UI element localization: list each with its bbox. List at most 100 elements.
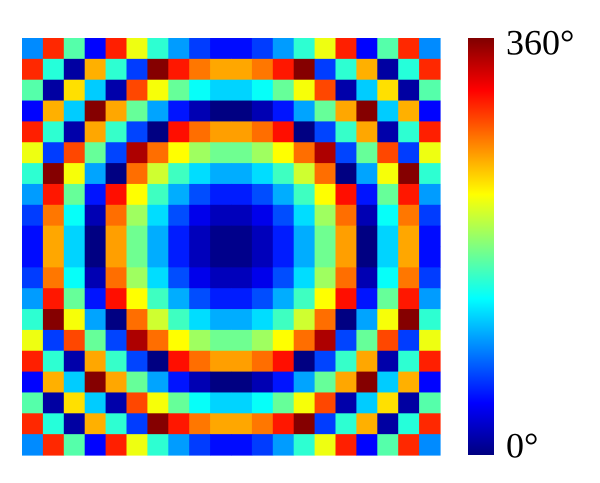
heatmap-cell [22, 413, 44, 435]
heatmap-cell [168, 371, 190, 394]
heatmap-cell [335, 225, 357, 248]
heatmap-cell [147, 350, 169, 373]
heatmap-cell [272, 371, 295, 394]
heatmap-cell [293, 100, 316, 122]
heatmap-cell [398, 163, 420, 185]
heatmap-cell [356, 163, 378, 185]
heatmap-cell [42, 142, 65, 164]
heatmap-cell [398, 246, 420, 268]
heatmap-cell [419, 434, 441, 456]
heatmap-cell [210, 100, 232, 122]
heatmap-cell [105, 288, 128, 310]
heatmap-cell [231, 38, 253, 60]
heatmap-cell [272, 288, 295, 310]
heatmap-cell [356, 225, 378, 248]
heatmap-cell [22, 121, 44, 143]
heatmap-cell [63, 100, 86, 122]
heatmap-cell [335, 183, 357, 206]
heatmap-cell [189, 38, 211, 60]
heatmap-cell [419, 204, 441, 227]
heatmap-cell [210, 267, 232, 289]
heatmap-cell [231, 79, 253, 102]
heatmap-cell [147, 329, 169, 352]
heatmap-cell [231, 58, 253, 81]
heatmap-cell [377, 392, 399, 414]
heatmap-cell [293, 204, 316, 227]
heatmap-cell [22, 371, 44, 394]
heatmap-cell [84, 434, 107, 456]
heatmap-cell [314, 38, 337, 60]
heatmap-cell [314, 434, 337, 456]
heatmap-cell [168, 183, 190, 206]
heatmap-cell [251, 121, 274, 143]
heatmap-cell [147, 392, 169, 414]
heatmap-cell [84, 246, 107, 268]
heatmap-cell [272, 142, 295, 164]
heatmap-cell [63, 350, 86, 373]
heatmap-cell [356, 288, 378, 310]
heatmap-cell [22, 309, 44, 331]
heatmap-cell [231, 100, 253, 122]
heatmap-cell [314, 100, 337, 122]
heatmap-cell [251, 434, 274, 456]
heatmap-cell [147, 204, 169, 227]
heatmap-cell [210, 392, 232, 414]
heatmap-cell [147, 225, 169, 248]
heatmap-cell [293, 392, 316, 414]
heatmap-cell [84, 329, 107, 352]
heatmap-cell [147, 371, 169, 394]
heatmap-cell [84, 204, 107, 227]
heatmap-cell [22, 163, 44, 185]
heatmap-cell [147, 434, 169, 456]
heatmap-cell [189, 183, 211, 206]
heatmap-cell [42, 309, 65, 331]
heatmap-cell [147, 413, 169, 435]
heatmap-cell [105, 371, 128, 394]
heatmap-cell [419, 100, 441, 122]
heatmap-cell [63, 79, 86, 102]
heatmap-cell [168, 204, 190, 227]
heatmap-cell [210, 142, 232, 164]
heatmap-cell [314, 225, 337, 248]
heatmap-cell [335, 142, 357, 164]
heatmap-cell [22, 183, 44, 206]
heatmap-cell [293, 79, 316, 102]
heatmap-cell [398, 79, 420, 102]
heatmap-cell [251, 79, 274, 102]
heatmap-cell [63, 121, 86, 143]
heatmap-cell [272, 58, 295, 81]
heatmap-cell [251, 163, 274, 185]
heatmap-cell [231, 183, 253, 206]
heatmap-cell [105, 350, 128, 373]
heatmap-cell [189, 142, 211, 164]
heatmap-cell [22, 38, 44, 60]
heatmap-cell [63, 38, 86, 60]
heatmap-cell [314, 329, 337, 352]
heatmap-cell [105, 246, 128, 268]
heatmap-cell [293, 183, 316, 206]
heatmap-cell [251, 100, 274, 122]
heatmap-cell [419, 225, 441, 248]
heatmap-cell [126, 38, 148, 60]
heatmap-cell [335, 329, 357, 352]
heatmap-cell [356, 392, 378, 414]
heatmap-cell [210, 163, 232, 185]
colorbar-tick-label: 360° [506, 22, 574, 62]
heatmap-cell [419, 288, 441, 310]
heatmap-cell [314, 309, 337, 331]
heatmap-cell [398, 392, 420, 414]
heatmap-cell [251, 329, 274, 352]
heatmap-cell [42, 350, 65, 373]
heatmap-cell [42, 434, 65, 456]
heatmap-cell [231, 371, 253, 394]
heatmap-cell [189, 350, 211, 373]
heatmap-cell [126, 142, 148, 164]
heatmap-cell [314, 288, 337, 310]
heatmap-cell [84, 121, 107, 143]
heatmap-cell [293, 413, 316, 435]
heatmap-cell [210, 246, 232, 268]
heatmap-cell [335, 38, 357, 60]
heatmap-cell [84, 163, 107, 185]
heatmap-cell [42, 100, 65, 122]
heatmap-cell [356, 309, 378, 331]
